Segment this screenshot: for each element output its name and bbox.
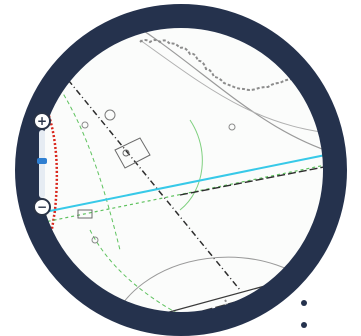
tree-symbol-3 bbox=[91, 236, 99, 244]
zoom-in-icon: + bbox=[36, 114, 48, 128]
cyan-pipeline bbox=[29, 147, 335, 216]
structure-outline bbox=[114, 137, 151, 169]
tree-symbol-4 bbox=[228, 123, 236, 131]
black-dashed-line bbox=[179, 159, 335, 196]
zoom-out-button[interactable]: − bbox=[33, 198, 51, 216]
diagonal-road bbox=[59, 69, 241, 291]
decorative-dot-1 bbox=[301, 300, 307, 306]
zoom-slider-handle[interactable] bbox=[37, 158, 47, 164]
zoom-in-button[interactable]: + bbox=[33, 112, 51, 130]
tree-symbol-1 bbox=[104, 109, 116, 121]
decorative-dot-2 bbox=[301, 322, 307, 328]
tree-symbol-2 bbox=[81, 121, 89, 129]
zoom-out-icon: − bbox=[36, 200, 48, 214]
lens-frame bbox=[15, 4, 347, 336]
green-contour-2 bbox=[179, 119, 203, 211]
hatched-box bbox=[77, 209, 93, 219]
zoom-slider-track[interactable] bbox=[39, 130, 45, 198]
small-marker bbox=[122, 149, 130, 157]
scalloped-hedge bbox=[139, 39, 295, 91]
